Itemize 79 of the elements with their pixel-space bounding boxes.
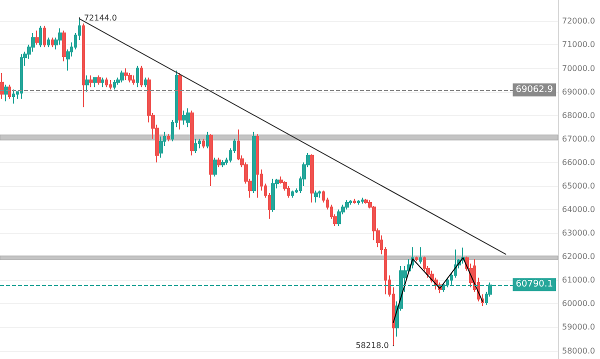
candlestick [209, 134, 213, 186]
candlestick [4, 84, 8, 102]
candlestick [287, 185, 290, 198]
candlestick [182, 110, 186, 126]
candlestick [318, 190, 321, 198]
candlestick [364, 198, 368, 204]
candlestick [12, 88, 15, 104]
candlestick [93, 77, 97, 88]
candlestick [271, 178, 275, 212]
y-tick-label: 68000.0 [562, 110, 596, 120]
candlestick [256, 134, 259, 198]
ref-line-label: 69062.9 [516, 84, 554, 95]
candlestick [62, 30, 66, 62]
candlestick [291, 190, 294, 198]
candlestick [120, 70, 124, 83]
candlestick [357, 200, 360, 206]
candlestick [206, 131, 209, 149]
candlestick [136, 65, 139, 88]
candlestick [419, 246, 422, 264]
candlestick [217, 157, 221, 168]
y-tick-label: 61000.0 [562, 276, 596, 285]
candlestick [337, 209, 341, 226]
candlestick [144, 77, 147, 88]
candlestick [202, 138, 205, 149]
candlestick [190, 110, 194, 156]
y-tick-label: 71000.0 [562, 40, 596, 50]
y-tick-label: 70000.0 [562, 64, 596, 73]
candlestick [132, 74, 135, 86]
candlestick [51, 37, 54, 48]
candlestick [221, 160, 225, 168]
candlestick [361, 197, 364, 204]
y-tick-label: 58000.0 [562, 346, 596, 356]
candlestick [105, 77, 108, 88]
candlestick [353, 198, 356, 204]
candlestick [194, 138, 197, 154]
candlestick [20, 54, 23, 100]
candlestick [47, 37, 50, 48]
candlestick [167, 134, 170, 142]
y-tick-label: 64000.0 [562, 205, 596, 214]
candlestick [140, 65, 143, 88]
y-tick-label: 63000.0 [562, 228, 596, 238]
candlestick [109, 80, 112, 90]
y-tick-label: 60000.0 [562, 299, 596, 308]
y-tick-label: 59000.0 [562, 322, 596, 332]
y-tick-label: 62000.0 [562, 252, 596, 262]
candlestick [85, 74, 89, 92]
y-tick-label: 69000.0 [562, 87, 596, 96]
candlestick [39, 25, 42, 48]
candlestick [113, 80, 116, 90]
candlestick [58, 28, 62, 46]
candlestick [101, 77, 104, 88]
candlestick [89, 74, 93, 88]
candlestick [314, 190, 318, 203]
line-series [392, 257, 483, 324]
candlestick [128, 72, 132, 83]
candlestick [43, 25, 46, 48]
candlestick [415, 256, 418, 262]
annotation: 58218.0 [356, 341, 389, 350]
candlestick [97, 74, 101, 86]
y-tick-label: 66000.0 [562, 158, 596, 167]
candlestick [213, 157, 217, 178]
candlestick [0, 72, 4, 100]
y-tick-label: 72000.0 [562, 16, 596, 26]
candlestick [345, 200, 349, 210]
annotation: 72144.0 [84, 13, 118, 22]
candlestick [159, 136, 163, 158]
candlestick [35, 30, 39, 46]
y-tick-label: 67000.0 [562, 134, 596, 144]
y-tick-label: 65000.0 [562, 181, 596, 190]
candlestick [8, 84, 11, 100]
candlestick [178, 72, 182, 130]
candlestick [82, 23, 85, 108]
candlestick [198, 138, 201, 149]
candlestick [124, 68, 128, 81]
candlestick [310, 154, 314, 203]
candlestick [186, 108, 190, 128]
ref-line-label: 60790.1 [516, 280, 553, 290]
candlestick [349, 200, 352, 206]
candlestick [252, 131, 256, 194]
